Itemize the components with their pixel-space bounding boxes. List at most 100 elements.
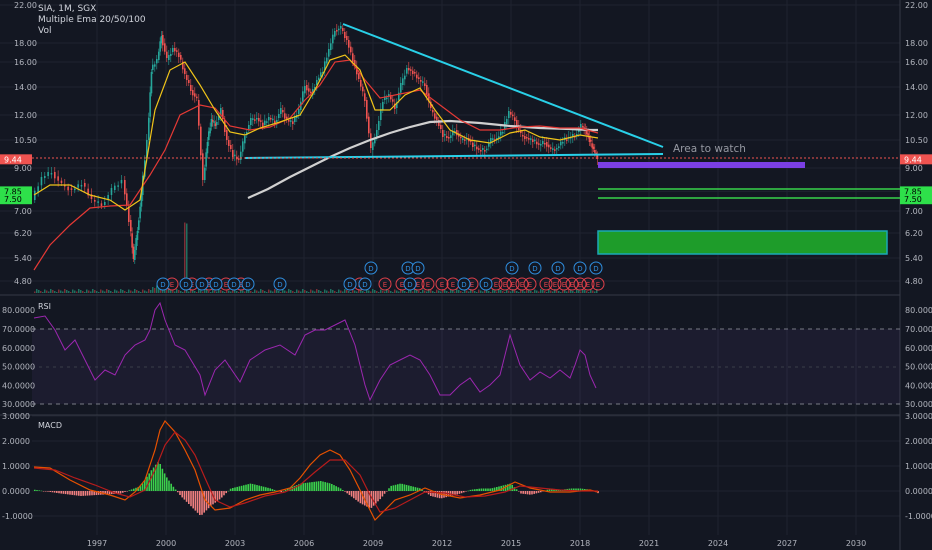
volume-bar (324, 289, 326, 293)
candle-body (294, 116, 296, 122)
earnings-marker[interactable] (506, 277, 520, 291)
volume-bar (192, 290, 194, 293)
earnings-marker-letter: E (520, 281, 524, 289)
volume-bar (464, 289, 466, 293)
dividend-marker[interactable] (273, 277, 287, 291)
volume-bar (132, 291, 134, 293)
chart-legend: SIA, 1M, SGX Multiple Ema 20/50/100 Vol (38, 4, 146, 37)
descending-trendline[interactable] (342, 23, 664, 148)
earnings-marker[interactable] (378, 277, 392, 291)
dividend-marker[interactable] (241, 277, 255, 291)
dividend-marker[interactable] (364, 261, 378, 275)
earnings-marker[interactable] (539, 277, 553, 291)
volume-bar (398, 291, 400, 293)
volume-bar (498, 289, 500, 293)
indicator-title[interactable]: Multiple Ema 20/50/100 (38, 15, 146, 25)
volume-bar (96, 291, 98, 293)
candle-body (444, 134, 446, 136)
volume-bar (496, 291, 498, 293)
macd-histogram-bar (40, 490, 43, 492)
volume-bar (328, 291, 330, 293)
rsi-title[interactable]: RSI (38, 302, 51, 311)
macd-histogram-bar (375, 491, 377, 504)
earnings-marker[interactable] (421, 277, 435, 291)
earnings-marker[interactable] (548, 277, 562, 291)
volume-bar (140, 292, 142, 293)
volume-bar (270, 290, 272, 293)
earnings-marker[interactable] (573, 277, 587, 291)
earnings-marker[interactable] (435, 277, 449, 291)
dividend-marker[interactable] (156, 277, 170, 291)
macd-histogram-bar (337, 487, 340, 491)
dividend-marker[interactable] (573, 261, 587, 275)
earnings-marker-letter: E (207, 281, 211, 289)
dividend-marker[interactable] (479, 277, 493, 291)
dividend-marker[interactable] (457, 277, 471, 291)
macd-histogram-bar (155, 464, 157, 491)
candle-body (272, 118, 274, 121)
candle-body (576, 134, 578, 136)
dividend-marker[interactable] (227, 277, 241, 291)
dividend-marker[interactable] (528, 261, 542, 275)
volume-title[interactable]: Vol (38, 26, 52, 36)
candle-body (508, 111, 510, 118)
dividend-marker[interactable] (403, 277, 417, 291)
volume-bar (240, 289, 242, 293)
macd-histogram-bar (258, 485, 260, 491)
candle-body (250, 118, 252, 125)
symbol-title[interactable]: SIA, 1M, SGX (38, 4, 97, 14)
volume-bar (526, 289, 528, 293)
dividend-marker[interactable] (343, 277, 357, 291)
volume-bar (326, 290, 328, 293)
macd-histogram-bar (368, 491, 370, 508)
earnings-marker-letter: E (570, 281, 574, 289)
dividend-marker[interactable] (505, 261, 519, 275)
volume-bar (374, 290, 376, 293)
dividend-marker[interactable] (179, 277, 193, 291)
dividend-marker[interactable] (551, 261, 565, 275)
earnings-marker[interactable] (515, 277, 529, 291)
dividend-marker-letter: D (160, 281, 165, 289)
candle-body (60, 180, 63, 183)
candle-body (226, 130, 228, 140)
macd-title[interactable]: MACD (38, 421, 62, 430)
support-trendline[interactable] (244, 153, 664, 159)
earnings-marker[interactable] (581, 277, 595, 291)
dividend-marker[interactable] (411, 261, 425, 275)
current-price-tag-right (900, 154, 932, 165)
candle-body (146, 140, 148, 159)
dividend-marker[interactable] (358, 277, 372, 291)
earnings-marker[interactable] (565, 277, 579, 291)
macd-histogram-bar (414, 487, 417, 491)
macd-histogram-bar (188, 491, 190, 504)
candle-body (386, 97, 388, 100)
dividend-marker[interactable] (589, 261, 603, 275)
macd-axis-tick-right: 2.0000 (905, 437, 932, 446)
volume-bar (300, 291, 302, 293)
candle-body (213, 121, 215, 123)
macd-histogram-bar (430, 491, 432, 496)
macd-histogram-bar (89, 491, 91, 496)
earnings-marker-letter: E (470, 281, 474, 289)
volume-bar (68, 291, 70, 293)
volume-bar (518, 292, 520, 293)
volume-bar (92, 289, 94, 293)
earnings-marker[interactable] (557, 277, 571, 291)
volume-bar (428, 289, 430, 293)
macd-histogram-bar (75, 491, 78, 496)
dividend-marker[interactable] (195, 277, 209, 291)
candle-body (502, 132, 504, 134)
dividend-marker[interactable] (209, 277, 223, 291)
macd-histogram-bar (203, 491, 205, 513)
purple-zone[interactable] (598, 162, 805, 168)
macd-histogram-bar (130, 489, 133, 491)
candle-body (344, 32, 346, 38)
volume-bar (58, 289, 60, 293)
candle-body (420, 80, 422, 82)
earnings-marker[interactable] (591, 277, 605, 291)
earnings-marker[interactable] (523, 277, 537, 291)
support-zone[interactable] (597, 230, 888, 255)
candle-body (490, 138, 492, 144)
earnings-marker[interactable] (498, 277, 512, 291)
